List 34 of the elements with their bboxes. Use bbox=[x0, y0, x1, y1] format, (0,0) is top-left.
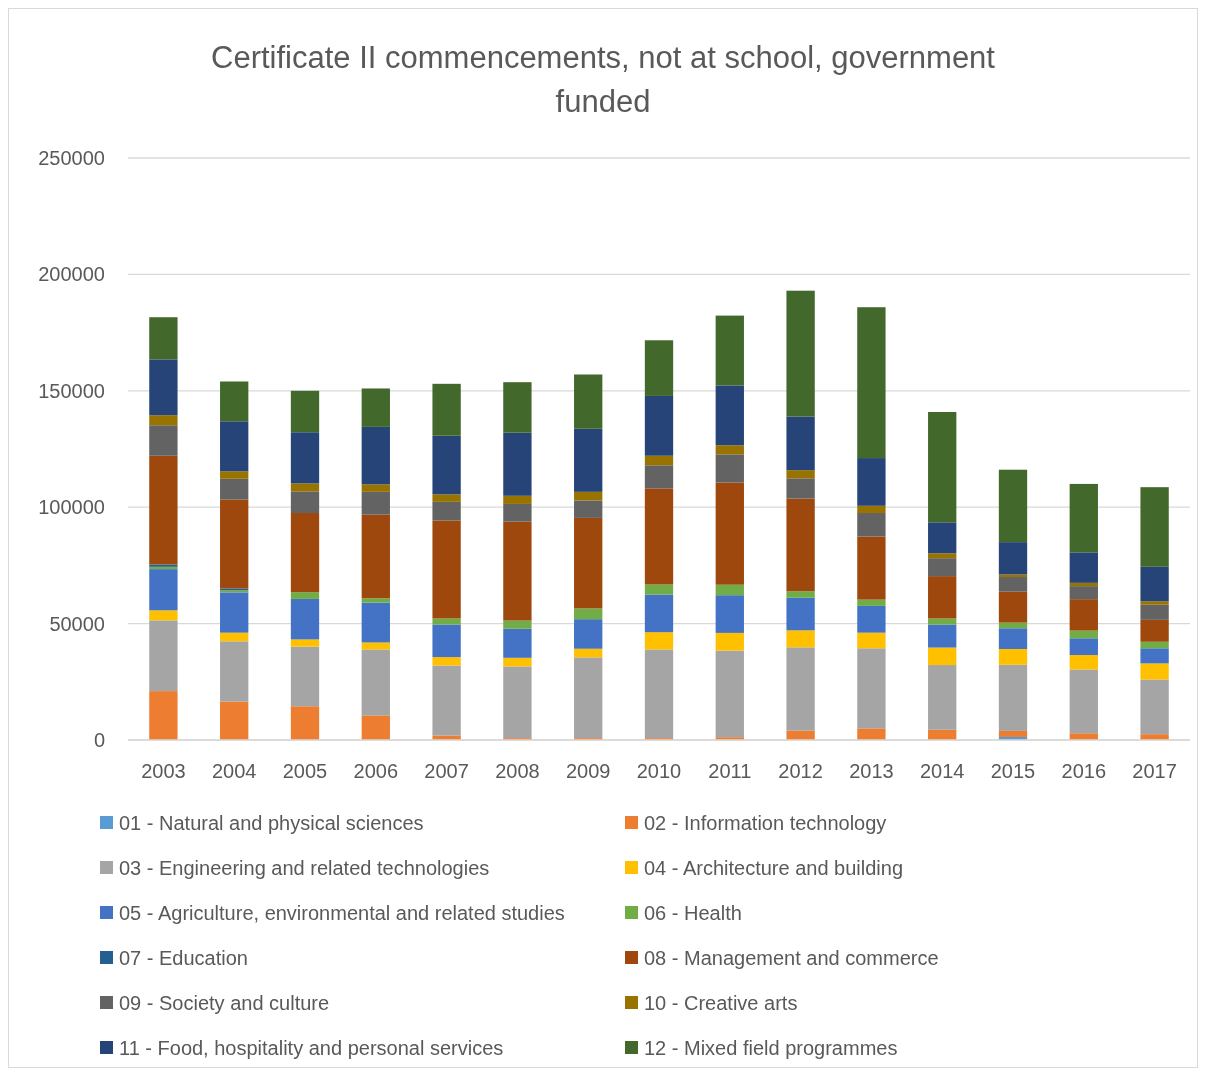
x-tick-label: 2003 bbox=[141, 760, 186, 782]
legend-label: 05 - Agriculture, environmental and related studies bbox=[119, 902, 565, 924]
x-tick-label: 2011 bbox=[708, 760, 752, 782]
legend-label: 09 - Society and culture bbox=[119, 992, 330, 1014]
legend-label: 03 - Engineering and related technologies bbox=[119, 857, 490, 879]
legend-label: 01 - Natural and physical sciences bbox=[119, 812, 424, 834]
x-tick-label: 2014 bbox=[919, 760, 965, 782]
legend-label: 02 - Information technology bbox=[644, 812, 887, 834]
legend-label: 10 - Creative arts bbox=[644, 992, 798, 1014]
x-tick-label: 2005 bbox=[282, 760, 328, 782]
x-tick-label: 2008 bbox=[495, 760, 540, 782]
y-tick-label: 250000 bbox=[38, 147, 105, 169]
legend-label: 04 - Architecture and building bbox=[644, 857, 904, 879]
x-tick-label: 2012 bbox=[778, 760, 823, 782]
y-tick-label: 0 bbox=[93, 729, 105, 751]
x-tick-label: 2006 bbox=[353, 760, 399, 782]
legend-label: 11 - Food, hospitality and personal services bbox=[119, 1037, 504, 1059]
legend-label: 08 - Management and commerce bbox=[644, 947, 939, 969]
x-tick-label: 2015 bbox=[990, 760, 1036, 782]
x-tick-label: 2007 bbox=[424, 760, 469, 782]
legend-label: 07 - Education bbox=[119, 947, 248, 969]
y-tick-label: 200000 bbox=[38, 263, 105, 286]
y-tick-label: 150000 bbox=[38, 379, 105, 402]
x-tick-label: 2017 bbox=[1132, 760, 1177, 782]
chart-title: Certificate II commencements, not at school, government funded bbox=[211, 40, 996, 119]
x-tick-label: 2004 bbox=[211, 760, 257, 782]
x-tick-label: 2009 bbox=[565, 760, 611, 782]
legend-label: 12 - Mixed field programmes bbox=[644, 1037, 898, 1059]
y-tick-label: 50000 bbox=[49, 612, 105, 635]
x-tick-label: 2010 bbox=[636, 760, 682, 782]
x-tick-label: 2016 bbox=[1061, 760, 1107, 782]
y-tick-label: 100000 bbox=[38, 496, 105, 519]
legend-label: 06 - Health bbox=[644, 902, 742, 924]
x-tick-label: 2013 bbox=[849, 760, 894, 782]
